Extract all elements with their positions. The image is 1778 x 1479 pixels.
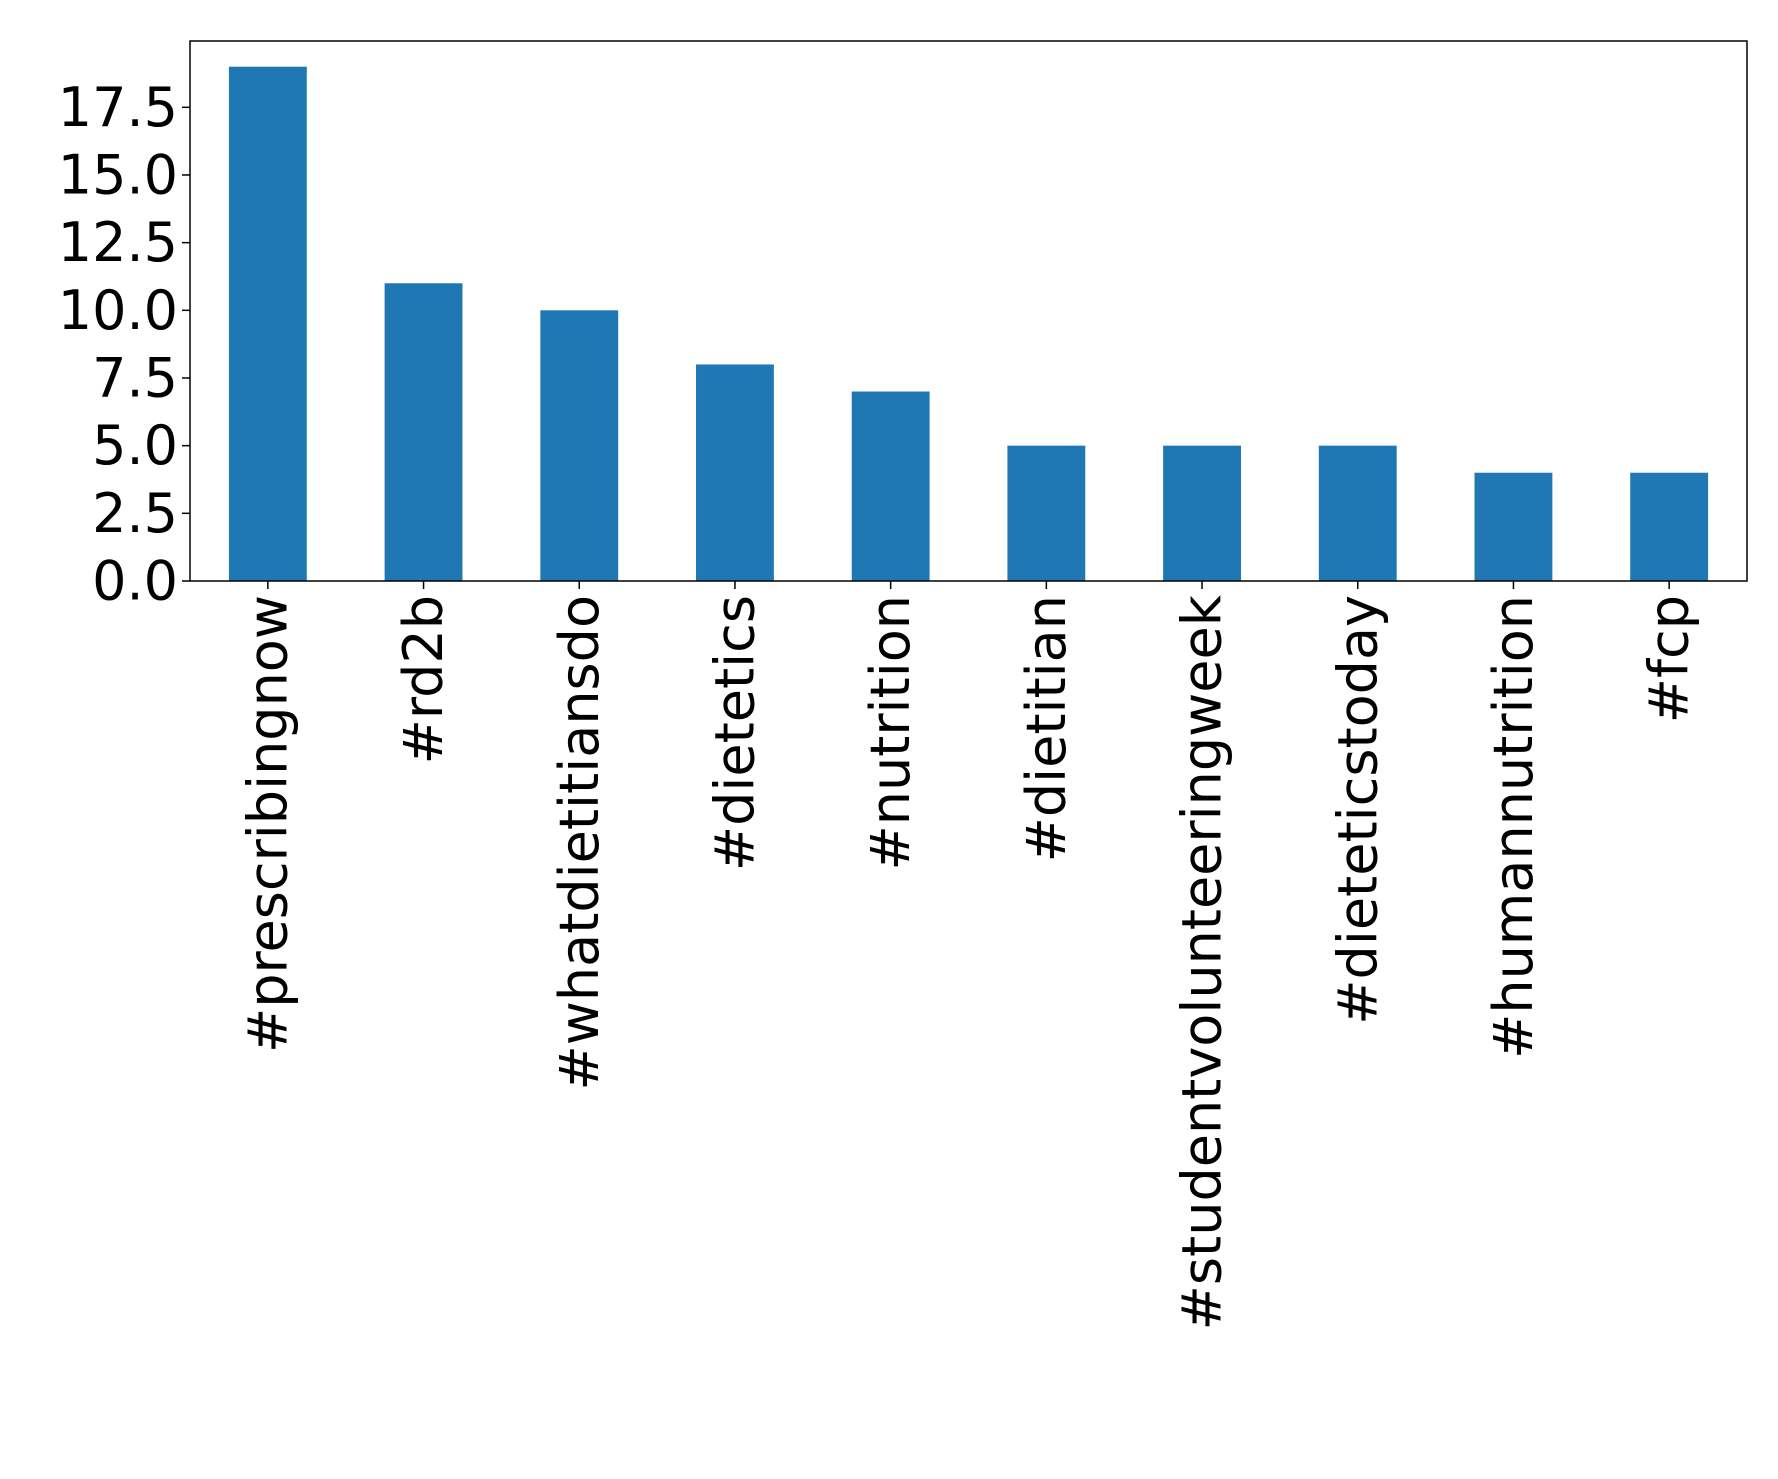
bar-fcp [1630, 472, 1709, 581]
bar-dietetics [696, 364, 774, 581]
y-tick-label: 7.5 [92, 346, 178, 409]
x-tick-label: #nutrition [859, 595, 922, 871]
bar-studentvolunteeringweek [1163, 445, 1241, 581]
y-tick-label: 17.5 [58, 76, 178, 139]
x-tick-label: #dietetics [703, 595, 766, 871]
y-tick-label: 5.0 [92, 414, 178, 477]
x-tick-label: #rd2b [392, 595, 455, 764]
bar-prescribingnow [228, 66, 307, 581]
x-tick-label: #humannutrition [1482, 595, 1545, 1059]
bar-humannutrition [1474, 472, 1553, 581]
y-tick-label: 2.5 [92, 482, 178, 545]
y-tick-label: 12.5 [58, 211, 178, 274]
x-tick-label: #dieteticstoday [1326, 595, 1389, 1025]
x-tick-label: #prescribingnow [236, 595, 299, 1053]
y-tick-label: 10.0 [58, 279, 178, 342]
y-axis: 0.02.55.07.510.012.515.017.5 [58, 76, 190, 613]
bar-dieteticstoday [1318, 445, 1397, 581]
x-tick-label: #whatdietitiansdo [548, 595, 611, 1091]
x-tick-label: #studentvolunteeringweek [1171, 594, 1234, 1330]
y-tick-label: 0.0 [92, 550, 178, 613]
bar-whatdietitiansdo [540, 310, 619, 581]
bar-nutrition [851, 391, 930, 581]
bar-rd2b [384, 283, 463, 581]
x-axis: #prescribingnow #rd2b #whatdietitiansdo #di… [236, 581, 1701, 1330]
y-tick-label: 15.0 [58, 143, 178, 206]
bar-dietitian [1007, 445, 1086, 581]
x-tick-label: #fcp [1638, 595, 1701, 723]
bars-layer [228, 66, 1709, 581]
x-tick-label: #dietitian [1015, 595, 1078, 862]
